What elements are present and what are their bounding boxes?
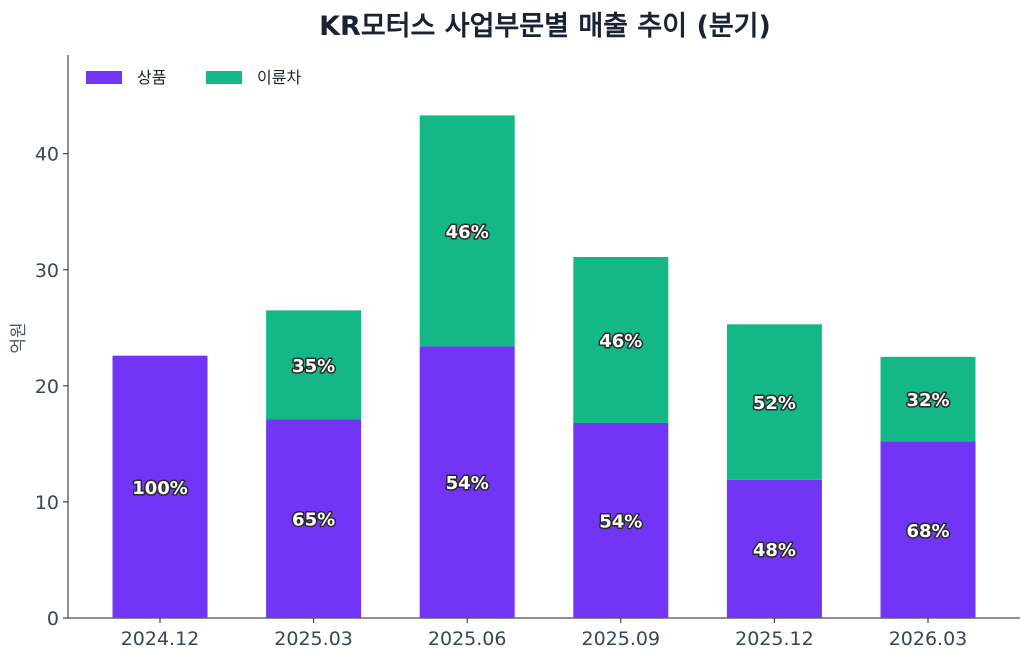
bar-series-2 [573,256,669,423]
bar-data-label: 100% [132,478,188,499]
bar-series-1 [112,355,208,618]
bar-data-label: 48% [753,540,796,561]
y-tick-label: 20 [35,376,59,398]
bar-data-label: 54% [446,473,489,494]
bar-data-label: 35% [292,356,335,377]
bar-data-label: 46% [599,331,642,352]
bar-series-1 [419,346,515,618]
bar-series-2 [419,115,515,347]
legend-swatch [206,71,242,84]
y-axis-label: 억원 [9,322,29,353]
legend-label: 이륜차 [257,68,301,87]
bar-data-label: 46% [446,222,489,243]
x-tick-label: 2024.12 [121,628,200,650]
legend: 상품 이륜차 [86,68,301,87]
bar-series-2 [726,324,822,480]
x-tick-label: 2025.03 [274,628,353,650]
bar-data-label: 65% [292,510,335,531]
chart-title: KR모터스 사업부문별 매출 추이 (분기) [319,11,771,42]
y-tick-label: 10 [35,492,59,514]
bar-series-2 [266,310,362,420]
bar-data-label: 68% [906,521,949,542]
bar-series-2 [880,356,976,442]
bar-data-label: 52% [753,393,796,414]
legend-label: 상품 [137,68,166,87]
y-tick-label: 0 [47,608,59,630]
bar-data-label: 32% [906,390,949,411]
x-tick-label: 2026.03 [889,628,968,650]
bar-data-label: 54% [599,511,642,532]
bar-series-1 [266,419,362,618]
y-tick-label: 30 [35,260,59,282]
bar-series-1 [573,422,669,618]
x-tick-label: 2025.09 [582,628,661,650]
bar-series-1 [880,441,976,618]
bar-series-1 [726,479,822,618]
legend-swatch [86,71,122,84]
plot-area: 0 10 20 30 40 100% 2024.12 65% 35% 2025.03 54% 46% 2… [35,55,1020,650]
x-tick-label: 2025.06 [428,628,507,650]
y-tick-label: 40 [35,144,59,166]
x-tick-label: 2025.12 [735,628,814,650]
